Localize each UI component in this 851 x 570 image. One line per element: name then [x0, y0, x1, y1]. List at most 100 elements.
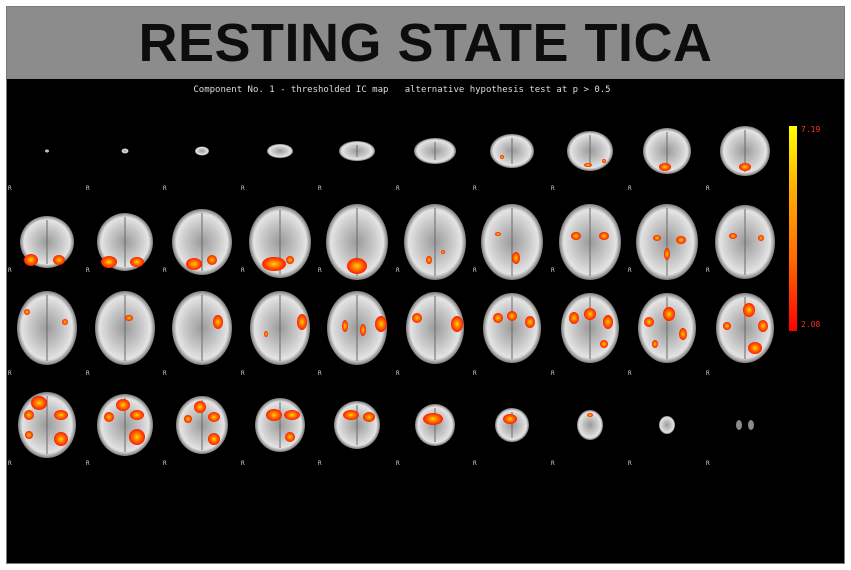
activation-blob — [343, 410, 359, 420]
axial-slice — [481, 204, 543, 280]
activation-blob — [603, 315, 613, 329]
activation-blob — [748, 342, 762, 354]
colorbar — [789, 126, 797, 331]
orientation-marker: R — [396, 185, 400, 192]
activation-blob — [676, 236, 686, 244]
activation-blob — [266, 409, 282, 421]
colorbar-max-label: 7.19 — [801, 125, 821, 134]
activation-blob — [194, 401, 206, 413]
axial-slice — [176, 396, 228, 454]
orientation-marker: R — [473, 460, 477, 467]
orientation-marker: R — [241, 370, 245, 377]
axial-slice — [267, 144, 293, 158]
activation-blob — [53, 255, 65, 265]
activation-blob — [297, 314, 307, 330]
activation-blob — [602, 159, 606, 163]
orientation-marker: R — [628, 370, 632, 377]
activation-blob — [104, 412, 114, 422]
axial-slice — [326, 204, 388, 280]
activation-blob — [723, 322, 731, 330]
axial-slice — [20, 216, 74, 268]
orientation-marker: R — [396, 460, 400, 467]
axial-slice — [495, 408, 529, 442]
orientation-marker: R — [396, 370, 400, 377]
orientation-marker: R — [628, 267, 632, 274]
orientation-marker: R — [473, 267, 477, 274]
activation-blob — [758, 320, 768, 332]
colorbar-min-label: 2.08 — [801, 320, 821, 329]
activation-blob — [125, 315, 133, 321]
axial-slice — [250, 291, 310, 365]
activation-blob — [584, 308, 596, 320]
axial-slice — [249, 206, 311, 278]
activation-blob — [286, 256, 294, 264]
axial-slice — [415, 404, 455, 446]
brain-slice — [121, 148, 129, 154]
orientation-marker: R — [551, 460, 555, 467]
activation-blob — [679, 328, 687, 340]
orientation-marker: R — [396, 267, 400, 274]
axial-slice — [638, 293, 696, 363]
activation-blob — [213, 315, 223, 329]
orientation-marker: R — [706, 460, 710, 467]
orientation-marker: R — [8, 460, 12, 467]
activation-blob — [729, 233, 737, 239]
activation-blob — [412, 313, 422, 323]
activation-blob — [208, 412, 220, 422]
activation-blob — [503, 414, 517, 424]
brain-slice — [267, 144, 293, 158]
axial-slice — [172, 209, 232, 275]
activation-blob — [587, 413, 593, 417]
activation-blob — [186, 258, 202, 270]
activation-blob — [652, 340, 658, 348]
activation-blob — [262, 257, 286, 271]
figure-frame — [6, 6, 845, 564]
activation-blob — [347, 258, 367, 274]
activation-blob — [284, 410, 300, 420]
activation-blob — [493, 313, 503, 323]
axial-slice — [643, 128, 691, 174]
axial-slice-montage: R R R R R R R R R R R R R R R R R R R R R R R R R R R R R R R R R R R R R R R R — [8, 126, 775, 467]
axial-slice — [561, 293, 619, 363]
orientation-marker: R — [86, 267, 90, 274]
axial-slice — [414, 138, 456, 164]
brain-slice — [195, 146, 209, 156]
brain-slice — [659, 416, 675, 434]
activation-blob — [571, 232, 581, 240]
activation-blob — [116, 399, 130, 411]
orientation-marker: R — [706, 267, 710, 274]
orientation-marker: R — [8, 370, 12, 377]
orientation-marker: R — [706, 185, 710, 192]
orientation-marker: R — [318, 267, 322, 274]
activation-blob — [24, 254, 38, 266]
axial-slice — [121, 148, 129, 154]
activation-blob — [54, 432, 68, 446]
orientation-marker: R — [318, 185, 322, 192]
axial-slice — [636, 204, 698, 280]
brain-slice — [45, 149, 49, 153]
activation-blob — [659, 163, 671, 171]
axial-slice — [97, 213, 153, 271]
activation-blob — [54, 410, 68, 420]
axial-slice — [490, 134, 534, 168]
activation-blob — [507, 311, 517, 321]
orientation-marker: R — [551, 267, 555, 274]
activation-blob — [500, 155, 504, 159]
activation-blob — [426, 256, 432, 264]
orientation-marker: R — [628, 185, 632, 192]
orientation-marker: R — [8, 185, 12, 192]
activation-blob — [644, 317, 654, 327]
orientation-marker: R — [628, 460, 632, 467]
orientation-marker: R — [163, 460, 167, 467]
brain-slice — [577, 410, 603, 440]
orientation-marker: R — [706, 370, 710, 377]
orientation-marker: R — [241, 267, 245, 274]
title-banner: RESTING STATE TICA — [7, 7, 844, 79]
activation-blob — [130, 410, 144, 420]
activation-blob — [24, 309, 30, 315]
axial-slice — [18, 392, 76, 458]
axial-slice — [255, 398, 305, 452]
banner-title: RESTING STATE TICA — [138, 13, 713, 73]
orientation-marker: R — [241, 460, 245, 467]
axial-slice — [195, 146, 209, 156]
